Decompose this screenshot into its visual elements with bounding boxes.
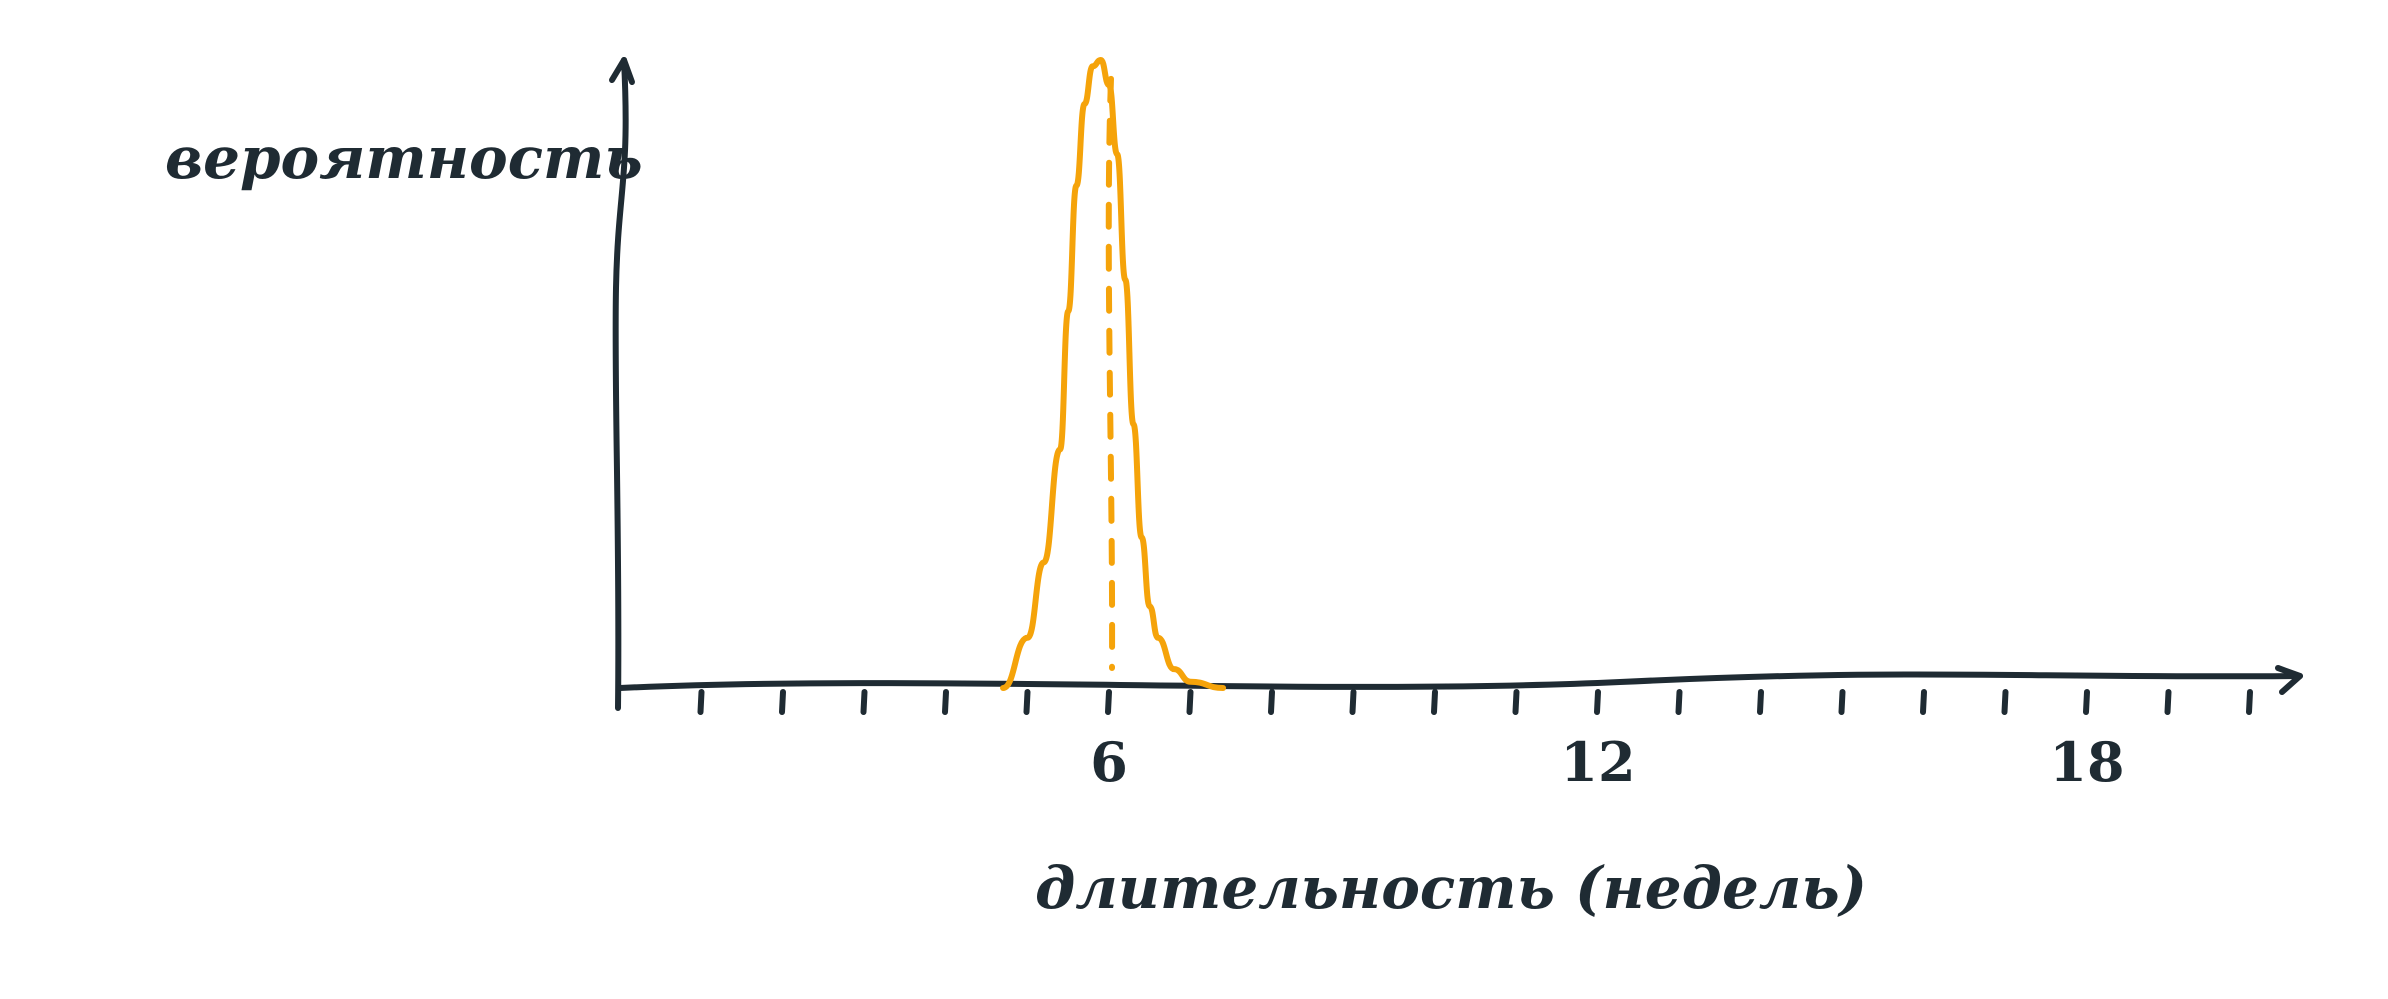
x-tick-5 [1023,689,1031,715]
x-tick-14 [1757,689,1764,715]
curve-point-18 [1223,688,1224,689]
curve-point-11 [1125,279,1126,280]
curve-point-16 [1174,669,1175,670]
x-tick-20 [2246,689,2253,715]
x-tick-18 [2083,689,2090,715]
y-axis-label: вероятность [165,124,643,192]
x-tick-15 [1838,689,1846,715]
x-axis-arrow-icon [2275,665,2303,695]
x-axis-ticks [697,689,2253,715]
x-tick-16 [1920,689,1927,715]
curve-point-15 [1157,637,1158,638]
x-tick-8 [1268,689,1275,715]
x-tick-label-18: 18 [2049,730,2124,794]
x-tick-2 [779,689,786,715]
curve-point-2 [1043,562,1044,563]
x-axis-tick-labels: 6 12 18 [1090,730,2124,794]
x-tick-17 [2001,689,2009,715]
curve-point-4 [1068,311,1069,312]
x-axis-label: длительность (недель) [1035,854,1867,922]
curve-point-7 [1092,66,1093,67]
x-tick-12 [1594,689,1601,715]
x-tick-4 [942,689,949,715]
curve-point-6 [1084,103,1085,104]
y-axis-arrow-icon [609,57,635,85]
curve-point-17 [1190,681,1191,682]
mean-dashed-line [1105,75,1116,671]
curve-point-5 [1076,185,1077,186]
x-tick-13 [1675,689,1683,715]
curve-point-13 [1141,537,1142,538]
curve-point-0 [1003,688,1004,689]
curve-point-14 [1149,606,1150,607]
curve-point-1 [1027,637,1028,638]
curve-point-8 [1100,60,1101,61]
x-tick-3 [860,689,868,715]
x-tick-1 [697,689,705,715]
x-tick-7 [1186,689,1194,715]
curve-point-10 [1117,154,1118,155]
plot-series [1000,57,1227,691]
x-tick-label-6: 6 [1090,730,1128,794]
curve-point-3 [1060,449,1061,450]
x-axis-line [617,671,2303,691]
x-tick-6 [1105,689,1112,715]
x-tick-19 [2164,689,2172,715]
x-tick-10 [1431,689,1438,715]
y-axis-line [612,57,629,711]
x-tick-label-12: 12 [1560,730,1635,794]
x-tick-11 [1512,689,1520,715]
curve-point-12 [1133,424,1134,425]
x-tick-9 [1349,689,1357,715]
